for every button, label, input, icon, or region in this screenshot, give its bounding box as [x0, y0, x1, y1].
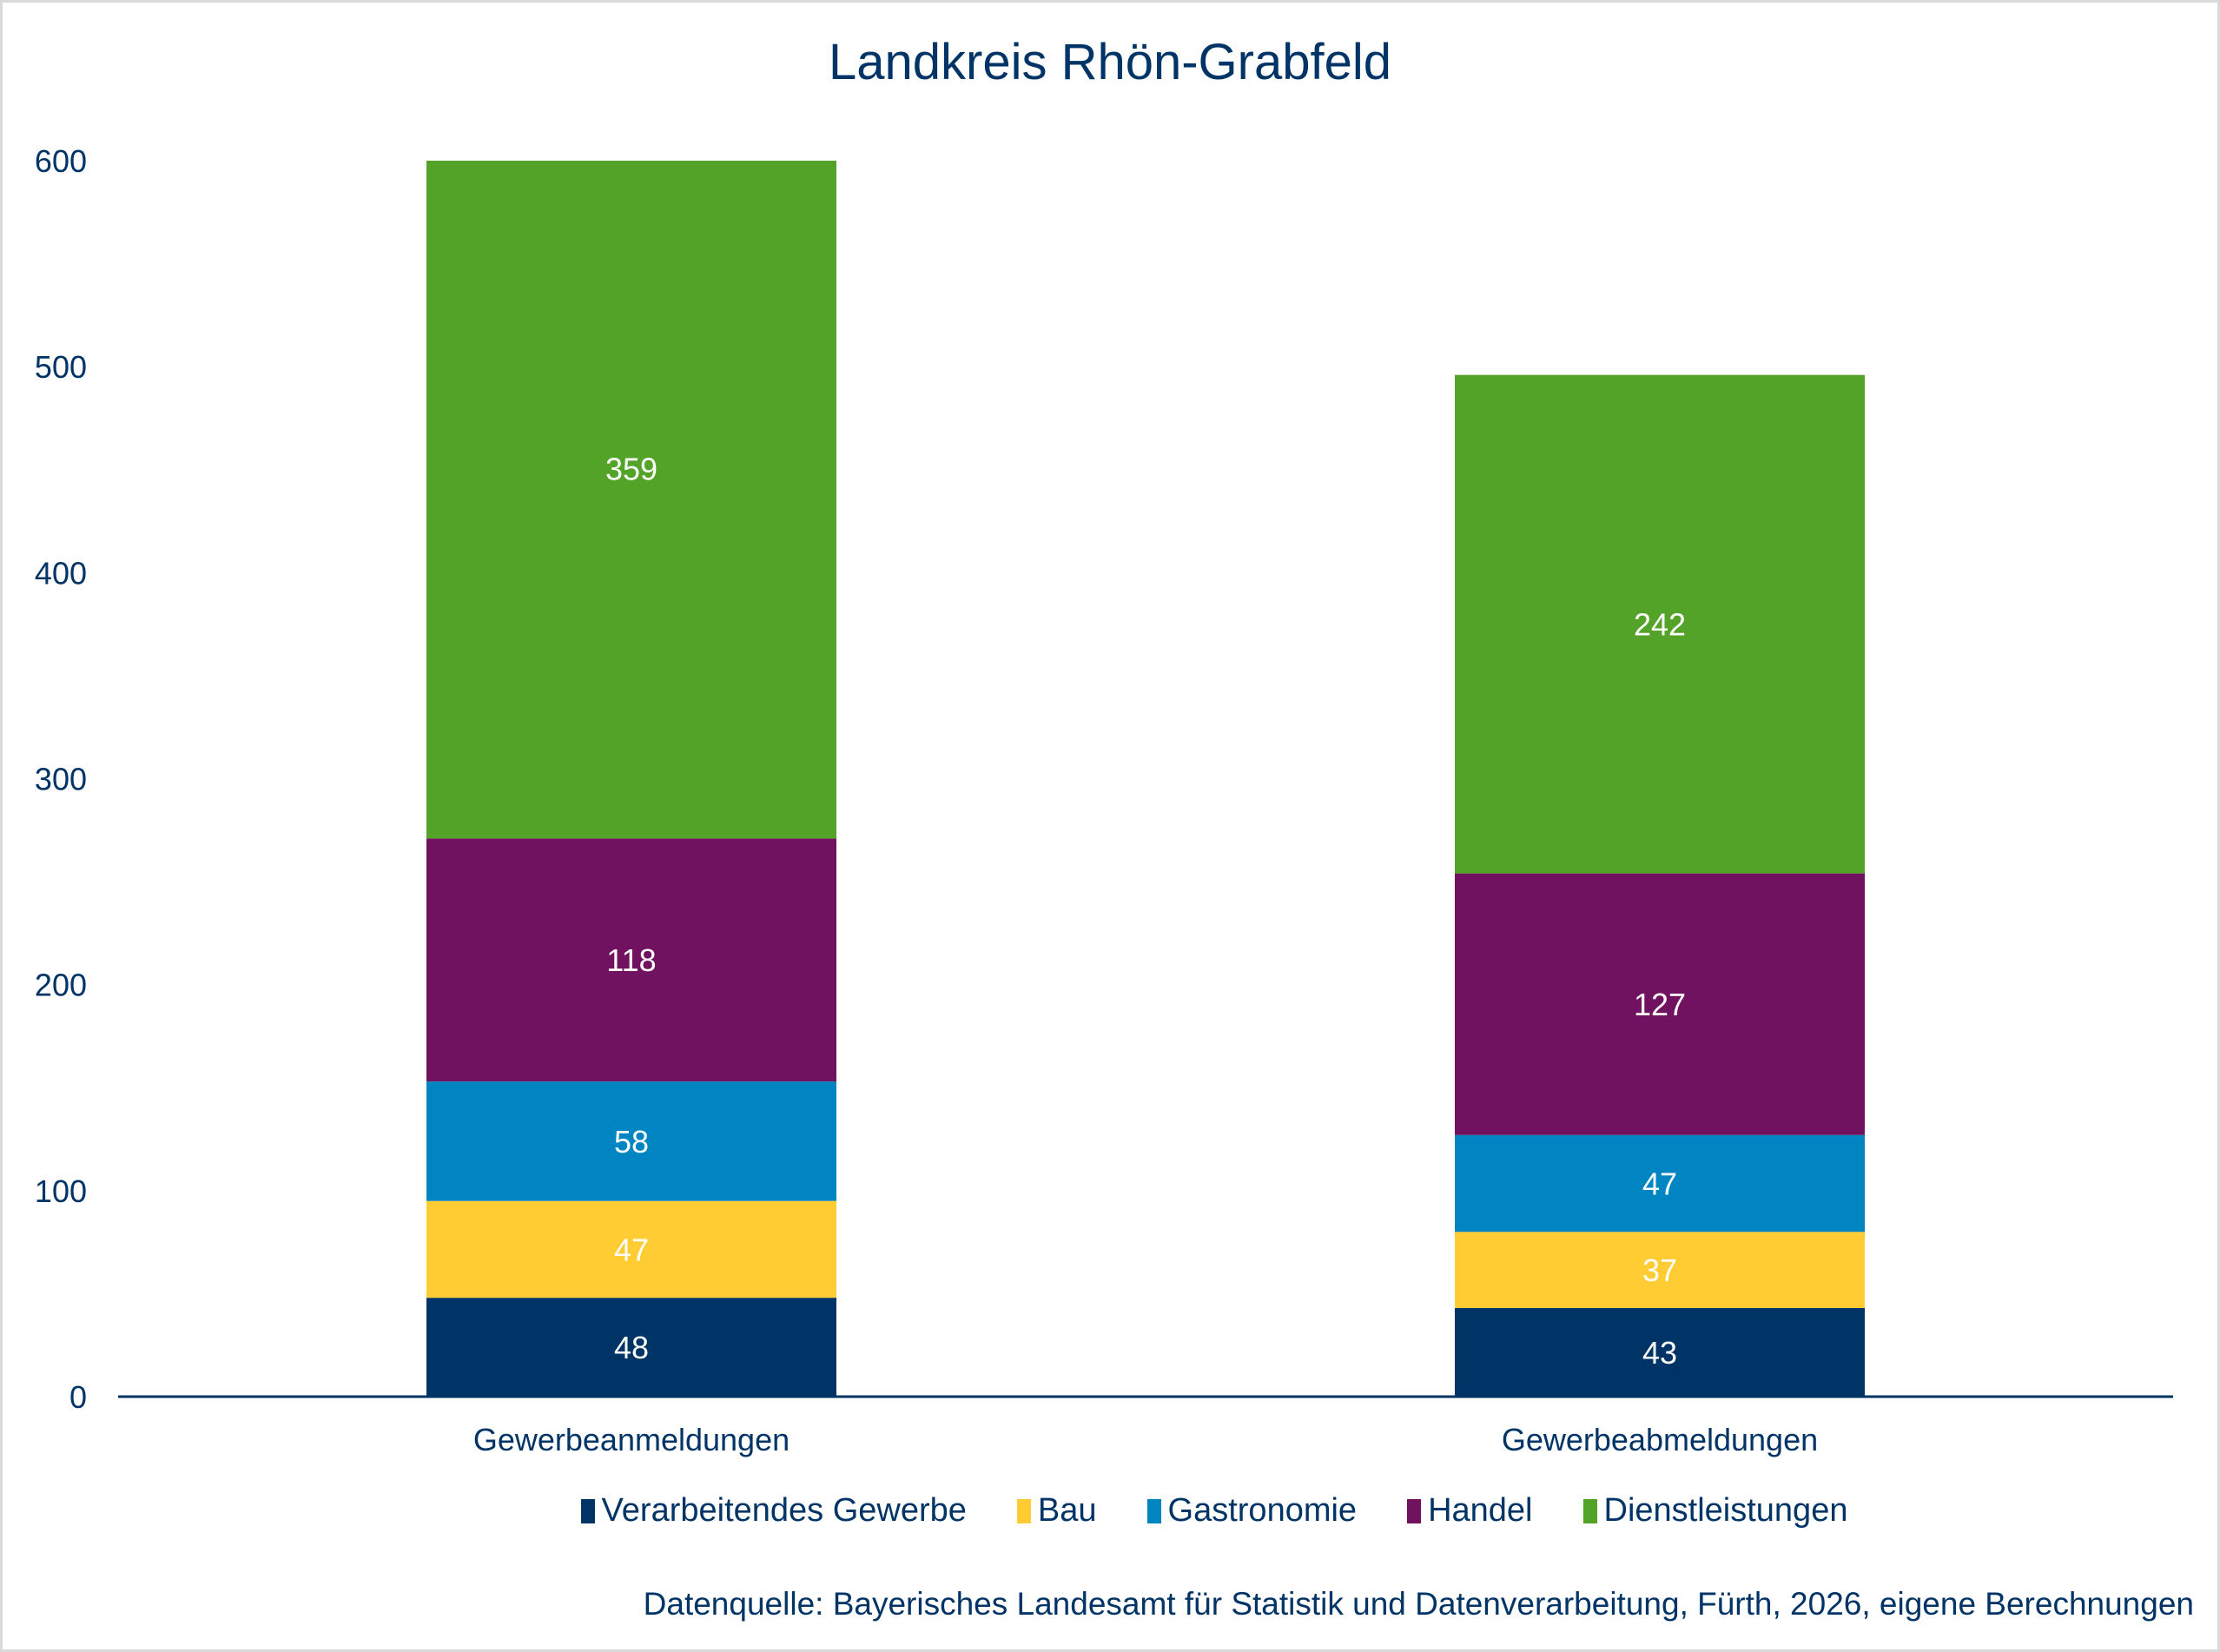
bar-segment-gastronomie — [1455, 1134, 1865, 1232]
data-label: 127 — [1634, 987, 1686, 1022]
data-source-note: Datenquelle: Bayerisches Landesamt für S… — [643, 1586, 2194, 1622]
y-tick-label: 500 — [35, 349, 87, 385]
data-label: 48 — [614, 1330, 649, 1365]
x-category-label: Gewerbeabmeldungen — [1502, 1422, 1818, 1457]
legend-swatch — [580, 1498, 595, 1523]
legend-label: Verarbeitendes Gewerbe — [601, 1492, 967, 1529]
legend-item: Gastronomie — [1146, 1492, 1358, 1530]
legend-label: Dienstleistungen — [1603, 1492, 1848, 1529]
legend-swatch — [1016, 1498, 1031, 1523]
data-label: 43 — [1642, 1335, 1677, 1371]
legend-label: Handel — [1428, 1492, 1533, 1529]
x-category-label: Gewerbeanmeldungen — [473, 1422, 790, 1457]
bar-segment-verarbeitendes-gewerbe — [426, 1298, 836, 1397]
legend-item: Bau — [1016, 1492, 1097, 1530]
y-tick-label: 400 — [35, 555, 87, 591]
bar-segment-handel — [426, 838, 836, 1082]
legend: Verarbeitendes Gewerbe Bau Gastronomie Hand… — [104, 1492, 2220, 1530]
data-label: 47 — [614, 1232, 649, 1267]
bar-segment-gastronomie — [426, 1081, 836, 1201]
bar-segment-bau — [1455, 1232, 1865, 1309]
legend-swatch — [1582, 1498, 1597, 1523]
data-label: 359 — [605, 452, 657, 487]
bar-segment-verarbeitendes-gewerbe — [1455, 1308, 1865, 1397]
legend-label: Bau — [1037, 1492, 1097, 1529]
legend-swatch — [1146, 1498, 1161, 1523]
y-tick-label: 600 — [35, 143, 87, 179]
bar-segment-bau — [426, 1200, 836, 1298]
data-label: 58 — [614, 1124, 649, 1160]
bar-segment-dienstleistungen — [1455, 374, 1865, 874]
data-label: 118 — [606, 942, 656, 978]
data-label: 242 — [1634, 607, 1686, 643]
legend-swatch — [1407, 1498, 1422, 1523]
bar-segment-handel — [1455, 873, 1865, 1135]
bar-segment-dienstleistungen — [426, 161, 836, 839]
data-label: 47 — [1642, 1166, 1677, 1202]
legend-item: Verarbeitendes Gewerbe — [580, 1492, 967, 1530]
legend-item: Dienstleistungen — [1582, 1492, 1848, 1530]
y-tick-label: 100 — [35, 1173, 87, 1209]
data-label: 37 — [1642, 1252, 1677, 1288]
chart-title: Landkreis Rhön-Grabfeld — [828, 34, 1392, 90]
y-tick-label: 300 — [35, 762, 87, 797]
y-tick-label: 200 — [35, 968, 87, 1003]
y-tick-label: 0 — [69, 1379, 87, 1415]
legend-label: Gastronomie — [1167, 1492, 1358, 1529]
legend-item: Handel — [1407, 1492, 1533, 1530]
